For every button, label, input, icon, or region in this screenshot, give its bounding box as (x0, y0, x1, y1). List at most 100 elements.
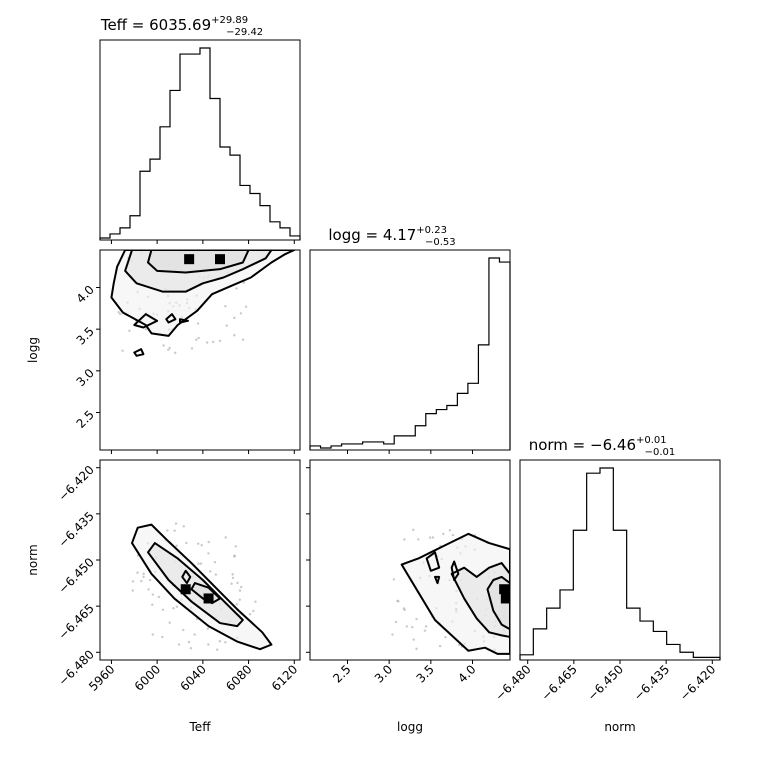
contour-fill-2 (111, 250, 295, 336)
sample-dot (117, 311, 120, 314)
xlabel-norm: norm (604, 720, 635, 734)
sample-dot (213, 560, 217, 564)
contour-fill-2 (401, 533, 510, 654)
hist-frame-Teff (99, 39, 301, 241)
panel-norm_vs_logg-xtick-label-2: 3.5 (414, 662, 437, 685)
contour-line-3 (425, 551, 441, 572)
title-minus-norm: −0.01 (645, 447, 676, 458)
hist-title-logg: logg = 4.17+0.23 −0.53 (328, 225, 455, 248)
sample-dot (444, 635, 447, 639)
contour-line-2 (131, 523, 273, 651)
sample-dot (517, 601, 519, 603)
contour-line-1 (124, 250, 273, 293)
sample-dot (121, 245, 123, 247)
sample-dot (248, 612, 252, 616)
sample-dot (231, 573, 234, 576)
hist-frame-norm (519, 459, 721, 661)
sample-dot (225, 324, 228, 327)
sample-dot (233, 334, 236, 337)
ylabel-norm: norm (26, 544, 40, 575)
sample-dot (224, 305, 227, 308)
sample-dot (144, 327, 148, 331)
sample-dot (151, 603, 154, 606)
sample-dot (148, 578, 152, 582)
panel-norm_vs_Teff-xtick-label-0: 5960 (86, 662, 117, 693)
sample-dot (133, 232, 135, 234)
sample-dot (172, 607, 175, 610)
sample-dot (417, 538, 420, 541)
sample-dot (392, 578, 396, 581)
hist-norm-xtick-label-3: −6.435 (631, 662, 672, 703)
sample-dot (215, 648, 219, 651)
sample-dot (510, 525, 512, 527)
hist-norm-xtick-label-0: −6.480 (493, 662, 534, 703)
sample-dot (233, 316, 236, 320)
density-peak-0 (499, 584, 510, 595)
sample-dot (169, 247, 171, 249)
sample-dot (199, 562, 203, 565)
panel-frame-logg_vs_Teff (99, 249, 301, 451)
sample-dot (415, 647, 418, 651)
sample-dot (190, 347, 194, 350)
title-prefix-Teff: Teff = (100, 16, 149, 34)
sample-dot (181, 232, 183, 234)
hist-panel-norm: norm = −6.46+0.01 −0.01 (519, 435, 721, 661)
sample-dot (140, 579, 143, 583)
contour-line-2 (110, 250, 296, 337)
sample-dot (207, 540, 210, 544)
sample-dot (240, 585, 243, 589)
title-plus-logg: +0.23 (416, 225, 447, 236)
ylabel-logg: logg (26, 337, 40, 363)
sample-dot (239, 312, 243, 315)
panel-norm_vs_Teff-ytick-label-3: −6.435 (56, 509, 97, 550)
title-median-Teff: 6035.69 (149, 16, 211, 34)
sample-dot (200, 543, 203, 547)
sample-dot (141, 245, 143, 247)
density-peak-1 (203, 593, 214, 604)
sample-dot (131, 589, 135, 592)
sample-dot (195, 338, 198, 341)
sample-dot (209, 570, 212, 573)
sample-dot (513, 622, 515, 624)
panel-content-norm_vs_logg (391, 525, 519, 655)
sample-dot (187, 640, 191, 644)
sample-dot (238, 598, 241, 601)
hist-panel-logg: logg = 4.17+0.23 −0.53 (309, 225, 511, 451)
sample-dot (236, 581, 239, 585)
panel-content-norm_vs_Teff (131, 522, 273, 651)
sample-dot (218, 339, 222, 343)
title-plus-norm: +0.01 (636, 435, 667, 446)
sample-dot (167, 348, 170, 352)
title-minus-Teff: −29.42 (226, 27, 263, 38)
title-median-norm: −6.46 (590, 436, 636, 454)
panel-frame-norm_vs_Teff (99, 459, 301, 661)
density-peak-1 (500, 593, 510, 604)
sample-dot (451, 533, 455, 537)
hist-norm-xtick-label-2: −6.450 (585, 662, 626, 703)
sample-dot (254, 600, 257, 603)
contour-line-3 (181, 569, 192, 585)
sample-dot (241, 338, 245, 341)
sample-dot (244, 305, 248, 308)
sample-dot (207, 552, 210, 555)
sample-dot (171, 231, 173, 233)
hist-panel-Teff: Teff = 6035.69+29.89 −29.42 (99, 15, 301, 241)
sample-dot (212, 241, 214, 243)
contour-line-2 (400, 532, 510, 655)
sample-dot (182, 525, 185, 528)
sample-dot (423, 629, 427, 632)
sample-dot (242, 281, 245, 284)
sample-dot (175, 544, 178, 547)
panel-logg_vs_Teff-ytick-label-3: 4.0 (74, 283, 97, 306)
sample-dot (397, 600, 400, 603)
sample-dot (238, 589, 242, 592)
sample-dot (122, 231, 124, 233)
sample-dot (235, 603, 238, 606)
contour-line-5 (179, 318, 189, 324)
contour-line-6 (133, 348, 145, 357)
sample-dot (412, 638, 415, 641)
sample-dot (197, 542, 200, 545)
sample-dot (168, 346, 171, 350)
sample-dot (162, 344, 165, 347)
sample-dot (180, 242, 182, 244)
